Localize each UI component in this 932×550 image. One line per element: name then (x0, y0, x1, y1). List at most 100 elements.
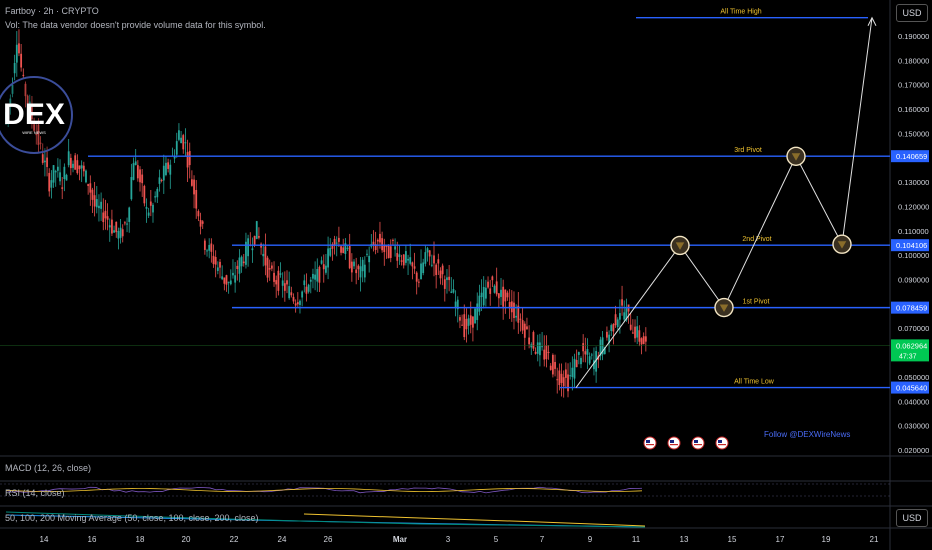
currency-button[interactable]: USD (896, 4, 928, 22)
candle (366, 253, 368, 255)
candle (355, 269, 358, 274)
candle (195, 189, 198, 209)
candle (379, 233, 381, 243)
candle (495, 281, 498, 295)
candle (400, 260, 403, 262)
pivot-arrow-icon (837, 241, 847, 249)
candle (268, 268, 271, 270)
macd-label[interactable]: MACD (12, 26, close) (5, 463, 92, 473)
price-tag (891, 381, 929, 394)
candle (593, 360, 595, 370)
x-tick-label: 15 (728, 535, 737, 544)
candle (67, 151, 70, 166)
candle (117, 231, 120, 239)
candle (640, 338, 643, 345)
candle (227, 281, 230, 283)
candle (314, 274, 317, 280)
x-tick-label: 9 (588, 535, 593, 544)
candle (275, 280, 278, 285)
candle (225, 275, 228, 285)
candle (342, 247, 345, 254)
level-label: 2nd Pivot (742, 236, 771, 243)
candle (543, 349, 546, 360)
candle (247, 238, 250, 257)
candle (631, 332, 634, 334)
candle (242, 261, 245, 264)
candle (281, 280, 284, 286)
candle (262, 253, 265, 257)
candle (15, 44, 18, 63)
candle (448, 276, 451, 281)
candle (26, 95, 29, 104)
candle (182, 135, 185, 150)
level-label: 1st Pivot (743, 299, 770, 306)
candle (383, 245, 386, 253)
price-tag (891, 301, 929, 314)
candle (545, 345, 548, 360)
candle (28, 101, 31, 107)
candle (441, 265, 444, 275)
event-flag-icon (718, 440, 722, 443)
candle (359, 266, 362, 278)
candle (469, 315, 472, 325)
projection-arrowhead (867, 16, 877, 26)
candle (20, 53, 23, 68)
candle (318, 266, 321, 283)
candle (104, 210, 107, 219)
candle (536, 342, 539, 354)
candle (180, 137, 182, 144)
event-flag-icon (646, 444, 654, 446)
currency-button-bottom[interactable]: USD (896, 509, 928, 527)
candle (484, 287, 487, 299)
candle (139, 169, 141, 183)
candle (214, 256, 217, 265)
candle (85, 170, 87, 183)
candle (288, 286, 291, 299)
y-tick-label: 0.030000 (898, 422, 929, 431)
candle (474, 308, 476, 324)
candle (404, 251, 407, 263)
candle (87, 184, 90, 186)
candle (31, 107, 33, 120)
candle (54, 171, 57, 173)
candle (595, 351, 598, 372)
candle (130, 177, 133, 200)
candle (459, 317, 461, 321)
candle (296, 302, 299, 305)
candle (337, 237, 340, 242)
candle (376, 239, 379, 242)
rsi-label[interactable]: RSI (14, close) (5, 488, 65, 498)
projection-path (575, 17, 873, 388)
candle (35, 134, 38, 136)
candle (93, 195, 96, 207)
candle (541, 346, 543, 348)
x-tick-label: 11 (632, 535, 641, 544)
candle (560, 373, 563, 383)
candle (551, 354, 554, 375)
candle (56, 166, 59, 171)
event-flag-icon (718, 444, 726, 446)
candle (156, 188, 159, 198)
candle (201, 221, 204, 224)
candle (303, 280, 306, 286)
candle (270, 265, 273, 269)
candle (240, 256, 243, 267)
candle (580, 358, 582, 365)
candle (331, 244, 334, 249)
candle (210, 243, 213, 252)
x-tick-label: 3 (446, 535, 451, 544)
follow-text: Follow @DEXWireNews (764, 430, 851, 439)
candle (610, 325, 613, 332)
candle (465, 318, 468, 330)
candle (61, 187, 64, 189)
ma-label[interactable]: 50, 100, 200 Moving Average (50, close, … (5, 513, 259, 523)
candle (526, 326, 528, 330)
candle (121, 229, 124, 237)
candle (143, 185, 146, 204)
event-flag-icon (670, 444, 678, 446)
x-tick-label: Mar (393, 535, 407, 544)
candle (160, 179, 163, 181)
candle (508, 302, 511, 309)
